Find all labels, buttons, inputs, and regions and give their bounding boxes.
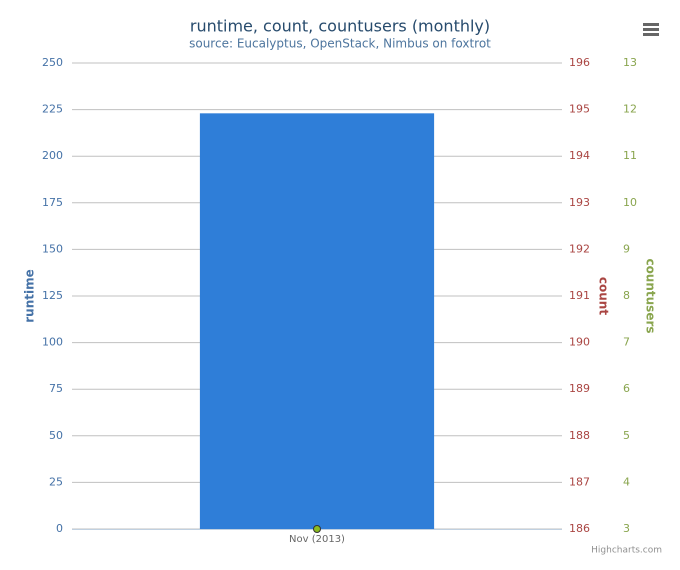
y-tick-label: 200 (42, 149, 63, 162)
menu-button[interactable] (641, 18, 661, 38)
point (313, 525, 321, 533)
y-tick-label: 75 (49, 382, 63, 395)
y2-tick-label: 192 (569, 242, 590, 255)
y2-tick-label: 187 (569, 475, 590, 488)
y3-tick-label: 10 (623, 196, 637, 209)
chart-subtitle: source: Eucalyptus, OpenStack, Nimbus on… (189, 37, 491, 51)
menu-line (643, 33, 659, 36)
axis-title: count (597, 277, 611, 315)
y2-tick-label: 195 (569, 103, 590, 116)
y3-tick-label: 8 (623, 289, 630, 302)
x-tick-label: Nov (2013) (289, 534, 345, 545)
y2-tick-label: 191 (569, 289, 590, 302)
y3-tick-label: 12 (623, 103, 637, 116)
y3-tick-label: 6 (623, 382, 630, 395)
menu-line (643, 23, 659, 26)
menu-line (643, 28, 659, 31)
y2-tick-label: 193 (569, 196, 590, 209)
y-tick-label: 225 (42, 103, 63, 116)
y3-tick-label: 3 (623, 522, 630, 535)
y3-tick-label: 5 (623, 429, 630, 442)
y-tick-label: 250 (42, 56, 63, 69)
chart-title: runtime, count, countusers (monthly) (190, 17, 490, 36)
y2-tick-label: 194 (569, 149, 590, 162)
y-tick-label: 0 (56, 522, 63, 535)
y2-tick-label: 196 (569, 56, 590, 69)
y3-tick-label: 13 (623, 56, 637, 69)
y-tick-label: 150 (42, 242, 63, 255)
axis-title: runtime (23, 269, 37, 323)
y2-tick-label: 188 (569, 429, 590, 442)
y2-tick-label: 189 (569, 382, 590, 395)
axis-title: countusers (644, 258, 658, 333)
y-tick-label: 100 (42, 336, 63, 349)
y3-tick-label: 4 (623, 475, 630, 488)
y-tick-label: 175 (42, 196, 63, 209)
y-tick-label: 25 (49, 475, 63, 488)
credits[interactable]: Highcharts.com (591, 546, 662, 556)
y-tick-label: 50 (49, 429, 63, 442)
bar (199, 113, 435, 529)
y-tick-label: 125 (42, 289, 63, 302)
y2-tick-label: 186 (569, 522, 590, 535)
y3-tick-label: 11 (623, 149, 637, 162)
y3-tick-label: 7 (623, 336, 630, 349)
y2-tick-label: 190 (569, 336, 590, 349)
y3-tick-label: 9 (623, 242, 630, 255)
